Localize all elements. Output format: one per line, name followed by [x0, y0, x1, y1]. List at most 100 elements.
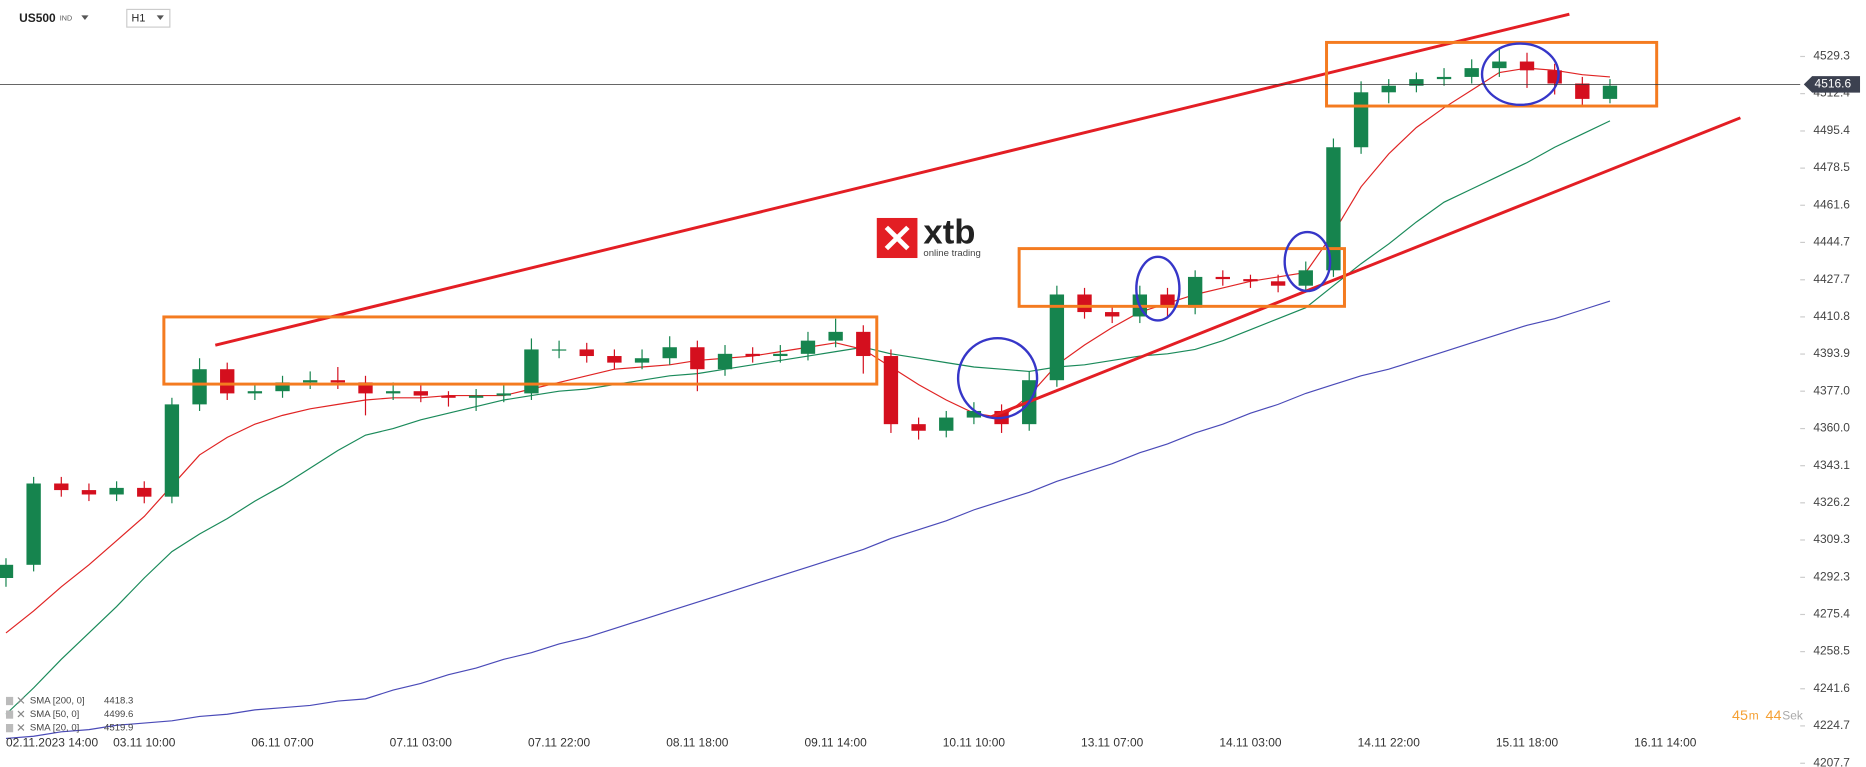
candle-body [137, 487, 152, 497]
candle-body [883, 356, 899, 425]
range-box [1017, 247, 1346, 308]
y-tick-label: 4377.0 [1813, 383, 1850, 397]
candle-body [441, 395, 456, 398]
toolbar: US500 IND H1 [19, 8, 171, 28]
highlight-ellipse [1480, 42, 1560, 107]
candle-body [828, 331, 843, 341]
legend-value: 4519.9 [104, 723, 133, 734]
dropdown-arrow[interactable] [156, 15, 164, 21]
candle-body [468, 395, 484, 398]
highlight-ellipse [1283, 230, 1332, 293]
y-tick-label: 4529.3 [1813, 49, 1850, 63]
candle-body [247, 391, 263, 394]
x-tick-label: 14.11 22:00 [1358, 736, 1421, 750]
last-price-label: 4516.6 [1815, 77, 1852, 91]
countdown-seconds-unit: Sek [1782, 709, 1803, 723]
x-tick-label: 13.11 07:00 [1081, 736, 1144, 750]
timeframe[interactable]: H1 [132, 13, 146, 25]
y-tick-label: 4275.4 [1813, 607, 1850, 621]
logo-tagline: online trading [923, 248, 980, 259]
candle-body [1298, 270, 1313, 286]
logo: xtb online trading [876, 214, 981, 259]
candle-body [385, 391, 401, 394]
y-tick-label: 4393.9 [1813, 346, 1850, 360]
candle-body [1270, 281, 1286, 286]
candle-body [1243, 279, 1258, 282]
y-tick-label: 4241.6 [1813, 681, 1850, 695]
x-tick-label: 10.11 10:00 [943, 736, 1006, 750]
candle-body [773, 353, 788, 357]
candle-body [1215, 276, 1230, 280]
candle-body [939, 417, 954, 431]
sma-line [5, 300, 1611, 740]
legend-label: SMA [50, 0] [30, 709, 79, 720]
candle-body [1049, 294, 1065, 381]
candle-body [81, 490, 97, 495]
y-tick-label: 4326.2 [1813, 495, 1850, 509]
y-tick-label: 4224.7 [1813, 718, 1850, 732]
trend-line [214, 12, 1570, 347]
candle-body [1519, 61, 1535, 71]
candle-body [911, 424, 926, 431]
symbol[interactable]: US500 [19, 11, 56, 25]
candle-body [330, 380, 346, 383]
candle-body [220, 369, 235, 394]
legend-value: 4499.6 [104, 709, 133, 720]
candle-body [164, 404, 180, 497]
candle-body [1602, 85, 1618, 99]
legend-close [17, 697, 25, 704]
y-tick-label: 4478.5 [1813, 160, 1850, 174]
trend-line [989, 116, 1741, 419]
legend-value: 4418.3 [104, 696, 133, 707]
legend-icon [5, 696, 14, 706]
x-tick-label: 15.11 18:00 [1496, 736, 1559, 750]
x-tick-label: 02.11.2023 14:00 [6, 736, 99, 750]
y-tick-label: 4410.8 [1813, 309, 1850, 323]
candle-body [1409, 79, 1424, 86]
candle-body [413, 391, 428, 396]
candle-body [966, 410, 982, 418]
last-price-tag [1803, 76, 1861, 93]
y-tick-label: 4444.7 [1813, 235, 1850, 249]
x-tick-label: 07.11 22:00 [528, 736, 591, 750]
x-tick-label: 16.11 14:00 [1634, 736, 1697, 750]
x-tick-label: 06.11 07:00 [251, 736, 314, 750]
dropdown-arrow[interactable] [81, 15, 89, 21]
candle-body [1436, 76, 1452, 80]
x-tick-label: 08.11 18:00 [666, 736, 729, 750]
range-box [1325, 40, 1659, 108]
countdown-seconds: 44 [1766, 708, 1782, 724]
candle-body [634, 358, 650, 363]
x-tick-label: 14.11 03:00 [1219, 736, 1282, 750]
candle-body [717, 353, 733, 370]
legend: SMA [200, 0] 4418.3 SMA [50, 0] 4499.6 SMA [… [5, 696, 133, 734]
candle-body [1492, 61, 1507, 69]
y-tick-label: 4360.0 [1813, 421, 1850, 435]
candle-body [551, 349, 567, 351]
legend-icon [5, 723, 14, 733]
candle-body [1464, 68, 1479, 77]
candle-body [54, 483, 69, 491]
y-tick-label: 4461.6 [1813, 197, 1850, 211]
legend-icon [5, 710, 14, 719]
y-tick-label: 4207.7 [1813, 755, 1850, 767]
candle-body [109, 487, 124, 495]
candle-body [275, 382, 290, 392]
axis-layer: 4529.34512.44495.44478.54461.64444.74427… [0, 49, 1861, 767]
timeframe-box[interactable] [126, 8, 171, 28]
candle-body [745, 353, 760, 357]
candle-body [1077, 294, 1092, 313]
legend-close [17, 710, 25, 718]
candle-body [1187, 276, 1203, 308]
candle-body [358, 382, 373, 394]
highlight-ellipse [956, 336, 1039, 420]
candle-body [662, 347, 677, 359]
countdown: 45 m 44 Sek [1732, 708, 1803, 724]
legend-close [17, 724, 25, 731]
range-box [162, 315, 879, 386]
candle-body [192, 369, 207, 405]
candle-body [1575, 83, 1590, 99]
y-tick-label: 4258.5 [1813, 644, 1850, 658]
symbol-type: IND [60, 15, 72, 23]
